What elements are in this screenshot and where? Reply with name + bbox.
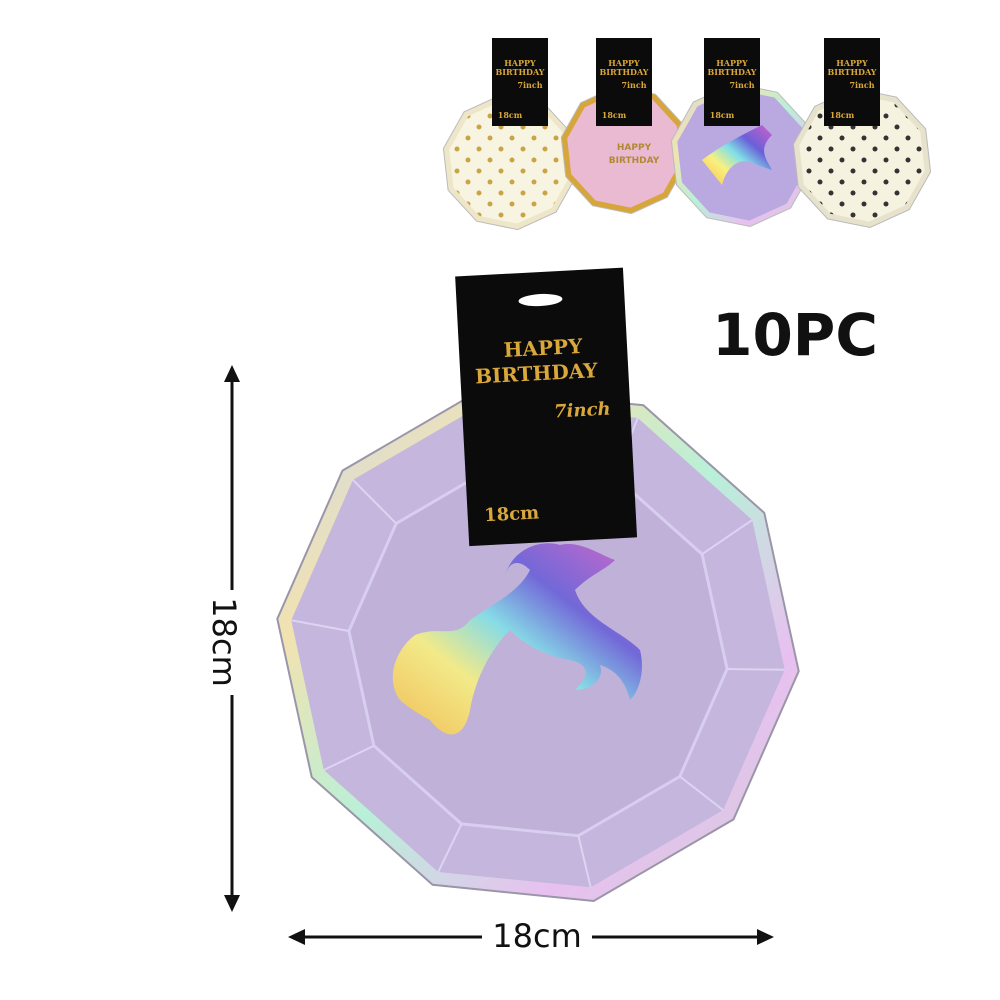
width-label: 18cm xyxy=(492,917,581,955)
count-label: 10PC xyxy=(712,301,878,369)
dimension-arrows xyxy=(230,372,768,939)
tag-size-cm: 18cm xyxy=(710,110,735,120)
tag-size-cm: 18cm xyxy=(484,502,540,526)
variant-body xyxy=(799,94,925,222)
tag-size-inch: 7inch xyxy=(517,80,542,90)
variant-body xyxy=(449,100,571,224)
variant-tag xyxy=(704,38,760,126)
plate-fold xyxy=(727,667,785,671)
unicorn-print xyxy=(702,125,772,185)
tag-size-inch: 7inch xyxy=(849,80,874,90)
plate-print: BIRTHDAY xyxy=(609,156,660,166)
plate-fold xyxy=(437,823,463,873)
tag-line: HAPPY xyxy=(503,334,584,362)
unicorn-print xyxy=(392,543,642,735)
tag-size-inch: 7inch xyxy=(729,80,754,90)
tag-line: BIRTHDAY xyxy=(708,67,757,77)
variant-tag xyxy=(596,38,652,126)
variant-tag xyxy=(492,38,548,126)
tag-size-inch: 7inch xyxy=(554,399,612,423)
tag-size-inch: 7inch xyxy=(621,80,646,90)
tag-size-cm: 18cm xyxy=(602,110,627,120)
tag-size-cm: 18cm xyxy=(498,110,523,120)
plate-fold xyxy=(291,619,350,633)
tag-line: BIRTHDAY xyxy=(496,67,545,77)
arrow-heads xyxy=(224,365,774,945)
hang-hole xyxy=(518,293,563,307)
tag-line: HAPPY xyxy=(836,58,868,68)
plate-fold xyxy=(323,744,375,771)
plate-fold xyxy=(577,835,592,888)
tag-line: HAPPY xyxy=(608,58,640,68)
variant-tag xyxy=(824,38,880,126)
tag-size-cm: 18cm xyxy=(830,110,855,120)
plates xyxy=(276,387,800,903)
main-tag: HAPPY BIRTHDAY 7inch 18cm xyxy=(455,267,638,547)
height-label: 18cm xyxy=(205,597,243,686)
tag-line: HAPPY xyxy=(504,58,536,68)
plate-fold xyxy=(352,479,397,525)
plate-print: HAPPY xyxy=(617,143,652,153)
variant-body xyxy=(567,92,681,208)
tag-line: BIRTHDAY xyxy=(600,67,649,77)
tag-card xyxy=(455,267,638,547)
tag-line: BIRTHDAY xyxy=(828,67,877,77)
plate-fold xyxy=(701,519,753,556)
tag-line: HAPPY xyxy=(716,58,748,68)
plate-fold xyxy=(679,775,724,811)
